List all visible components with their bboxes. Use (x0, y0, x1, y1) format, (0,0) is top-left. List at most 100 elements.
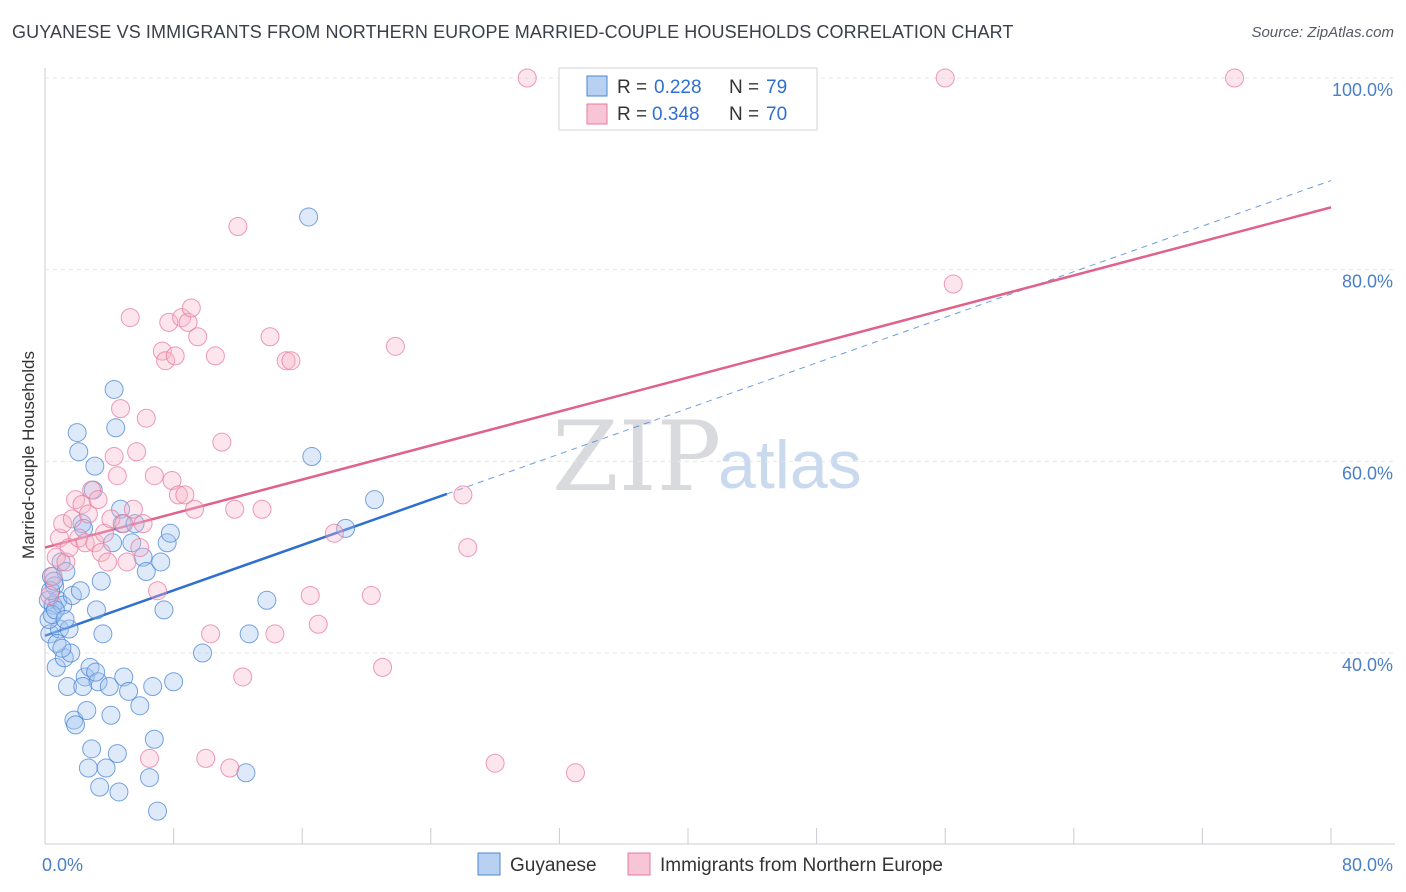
point-northern-europe (373, 657, 393, 677)
point-northern-europe (184, 499, 204, 519)
point-guyanese (236, 763, 256, 783)
axes (44, 68, 1395, 845)
trend-lines (44, 180, 1332, 637)
point-guyanese (78, 758, 98, 778)
y-tick-label: 40.0% (1342, 655, 1393, 675)
point-northern-europe (485, 753, 505, 773)
point-northern-europe (252, 499, 272, 519)
point-guyanese (139, 768, 159, 788)
point-guyanese (107, 744, 127, 764)
point-northern-europe (220, 758, 240, 778)
point-guyanese (136, 562, 156, 582)
point-northern-europe (75, 533, 95, 553)
point-guyanese (109, 782, 129, 802)
point-northern-europe (943, 274, 963, 294)
point-northern-europe (133, 514, 153, 534)
point-guyanese (99, 677, 119, 697)
point-northern-europe (82, 480, 102, 500)
point-northern-europe (162, 471, 182, 490)
point-guyanese (59, 619, 79, 639)
point-northern-europe (517, 68, 537, 88)
point-guyanese (164, 672, 184, 692)
trend-guyanese (44, 492, 448, 637)
point-northern-europe (228, 217, 248, 237)
gridlines (45, 77, 1395, 654)
y-tick-label: 80.0% (1342, 272, 1393, 292)
legend-r-value-northern-europe: 0.348 (652, 104, 700, 125)
point-guyanese (46, 657, 66, 677)
point-northern-europe (117, 552, 137, 572)
point-northern-europe (196, 748, 216, 768)
point-northern-europe (453, 485, 473, 505)
point-guyanese (85, 456, 105, 476)
point-guyanese (93, 624, 113, 644)
point-northern-europe (1225, 68, 1245, 88)
point-guyanese (114, 667, 134, 687)
point-northern-europe (43, 566, 63, 586)
legend-n-value-northern-europe: 70 (766, 104, 787, 125)
watermark: ZIP atlas (552, 401, 862, 513)
point-northern-europe (181, 298, 201, 318)
legend-r-value-guyanese: 0.228 (654, 77, 702, 98)
point-northern-europe (165, 346, 185, 366)
bottom-legend-swatch-guyanese (477, 852, 501, 876)
point-guyanese (74, 518, 94, 538)
point-guyanese (143, 677, 163, 697)
point-guyanese (160, 523, 180, 543)
point-northern-europe (385, 336, 405, 356)
point-northern-europe (104, 447, 124, 467)
point-northern-europe (935, 68, 955, 88)
y-tick-labels: 40.0% 60.0% 80.0% 100.0% (1332, 80, 1393, 675)
point-guyanese (40, 624, 60, 644)
x-tick-labels: 0.0% 80.0% (42, 855, 1393, 875)
point-northern-europe (361, 586, 381, 605)
point-northern-europe (114, 514, 134, 534)
point-northern-europe (53, 514, 73, 534)
point-northern-europe (300, 586, 320, 605)
point-northern-europe (46, 547, 66, 567)
point-northern-europe (260, 327, 280, 347)
point-guyanese (90, 777, 110, 797)
point-guyanese (119, 681, 139, 701)
point-guyanese (66, 715, 86, 735)
watermark-zip: ZIP (552, 401, 721, 513)
x-tick-label: 0.0% (42, 855, 83, 875)
point-northern-europe (123, 499, 143, 519)
point-northern-europe (148, 581, 168, 601)
legend-swatch-guyanese (586, 75, 608, 97)
point-guyanese (96, 758, 116, 778)
point-guyanese (70, 581, 90, 601)
legend: R = 0.228 N = 79 R = 0.348 N = 70 (558, 67, 818, 131)
point-guyanese (193, 643, 213, 663)
point-northern-europe (156, 351, 176, 371)
point-guyanese (45, 600, 65, 620)
chart-title: GUYANESE VS IMMIGRANTS FROM NORTHERN EUR… (12, 22, 1014, 42)
point-guyanese (257, 590, 277, 610)
legend-r-label-guyanese: R = (617, 77, 647, 98)
point-guyanese (336, 518, 356, 538)
legend-n-label-guyanese: N = (729, 77, 759, 98)
point-northern-europe (49, 528, 69, 548)
point-northern-europe (139, 748, 159, 768)
trend-northern-europe (44, 206, 1332, 549)
point-northern-europe (159, 312, 179, 332)
point-guyanese (67, 423, 87, 443)
point-guyanese (101, 705, 121, 725)
y-tick-label: 60.0% (1342, 463, 1393, 483)
point-northern-europe (188, 327, 208, 347)
legend-n-label-northern-europe: N = (729, 104, 759, 125)
point-northern-europe (212, 432, 232, 452)
point-northern-europe (201, 624, 221, 644)
point-northern-europe (107, 466, 127, 486)
point-guyanese (77, 701, 97, 720)
bottom-legend: Guyanese Immigrants from Northern Europe (477, 852, 943, 876)
point-guyanese (91, 571, 111, 591)
point-guyanese (239, 624, 259, 644)
point-northern-europe (98, 552, 118, 572)
point-northern-europe (101, 509, 121, 529)
point-northern-europe (168, 485, 188, 505)
bottom-legend-label-northern-europe: Immigrants from Northern Europe (660, 855, 943, 876)
point-guyanese (302, 447, 322, 467)
point-northern-europe (265, 624, 285, 644)
